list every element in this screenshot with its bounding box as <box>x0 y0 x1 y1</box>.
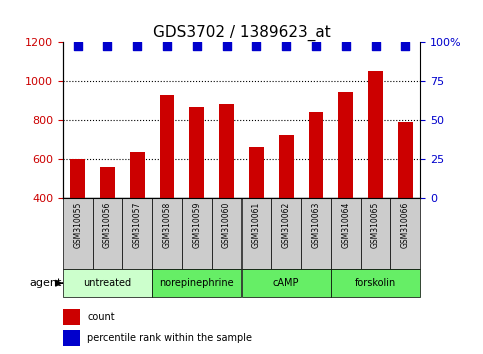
Point <box>282 43 290 48</box>
Text: GSM310066: GSM310066 <box>401 202 410 248</box>
Bar <box>212 198 242 269</box>
Text: agent: agent <box>30 278 62 288</box>
Point <box>193 43 201 48</box>
Text: GSM310062: GSM310062 <box>282 202 291 248</box>
Bar <box>279 135 294 198</box>
Bar <box>63 309 80 325</box>
Bar <box>63 198 93 269</box>
Bar <box>189 107 204 198</box>
Bar <box>152 198 182 269</box>
Bar <box>271 198 301 269</box>
Bar <box>70 159 85 198</box>
Bar <box>100 167 115 198</box>
Text: percentile rank within the sample: percentile rank within the sample <box>87 333 252 343</box>
Point <box>163 43 171 48</box>
Bar <box>63 330 80 346</box>
Text: GSM310059: GSM310059 <box>192 202 201 248</box>
Text: norepinephrine: norepinephrine <box>159 278 234 288</box>
Bar <box>331 198 361 269</box>
Point <box>312 43 320 48</box>
Title: GDS3702 / 1389623_at: GDS3702 / 1389623_at <box>153 25 330 41</box>
Bar <box>152 269 242 297</box>
Text: GSM310058: GSM310058 <box>163 202 171 248</box>
Text: untreated: untreated <box>84 278 131 288</box>
Text: GSM310055: GSM310055 <box>73 202 82 248</box>
Bar <box>63 269 152 297</box>
Point <box>74 43 82 48</box>
Point <box>223 43 230 48</box>
Bar <box>368 71 383 198</box>
Point <box>401 43 409 48</box>
Bar <box>159 95 174 198</box>
Text: GSM310056: GSM310056 <box>103 202 112 248</box>
Bar <box>301 198 331 269</box>
Text: GSM310065: GSM310065 <box>371 202 380 248</box>
Bar <box>130 152 145 198</box>
Bar <box>390 198 420 269</box>
Text: cAMP: cAMP <box>273 278 299 288</box>
Bar <box>309 112 324 198</box>
Bar <box>93 198 122 269</box>
Point <box>133 43 141 48</box>
Text: GSM310060: GSM310060 <box>222 202 231 248</box>
Point <box>253 43 260 48</box>
Point <box>372 43 380 48</box>
Text: GSM310063: GSM310063 <box>312 202 320 248</box>
Bar <box>338 92 353 198</box>
Bar <box>219 104 234 198</box>
Point <box>104 43 112 48</box>
Bar <box>182 198 212 269</box>
Text: count: count <box>87 312 115 322</box>
Text: GSM310061: GSM310061 <box>252 202 261 248</box>
Bar <box>242 198 271 269</box>
Bar <box>122 198 152 269</box>
Bar <box>249 147 264 198</box>
Text: forskolin: forskolin <box>355 278 396 288</box>
Text: GSM310064: GSM310064 <box>341 202 350 248</box>
Bar <box>398 122 413 198</box>
Bar <box>361 198 390 269</box>
Point <box>342 43 350 48</box>
Text: GSM310057: GSM310057 <box>133 202 142 248</box>
Bar <box>331 269 420 297</box>
Bar <box>242 269 331 297</box>
